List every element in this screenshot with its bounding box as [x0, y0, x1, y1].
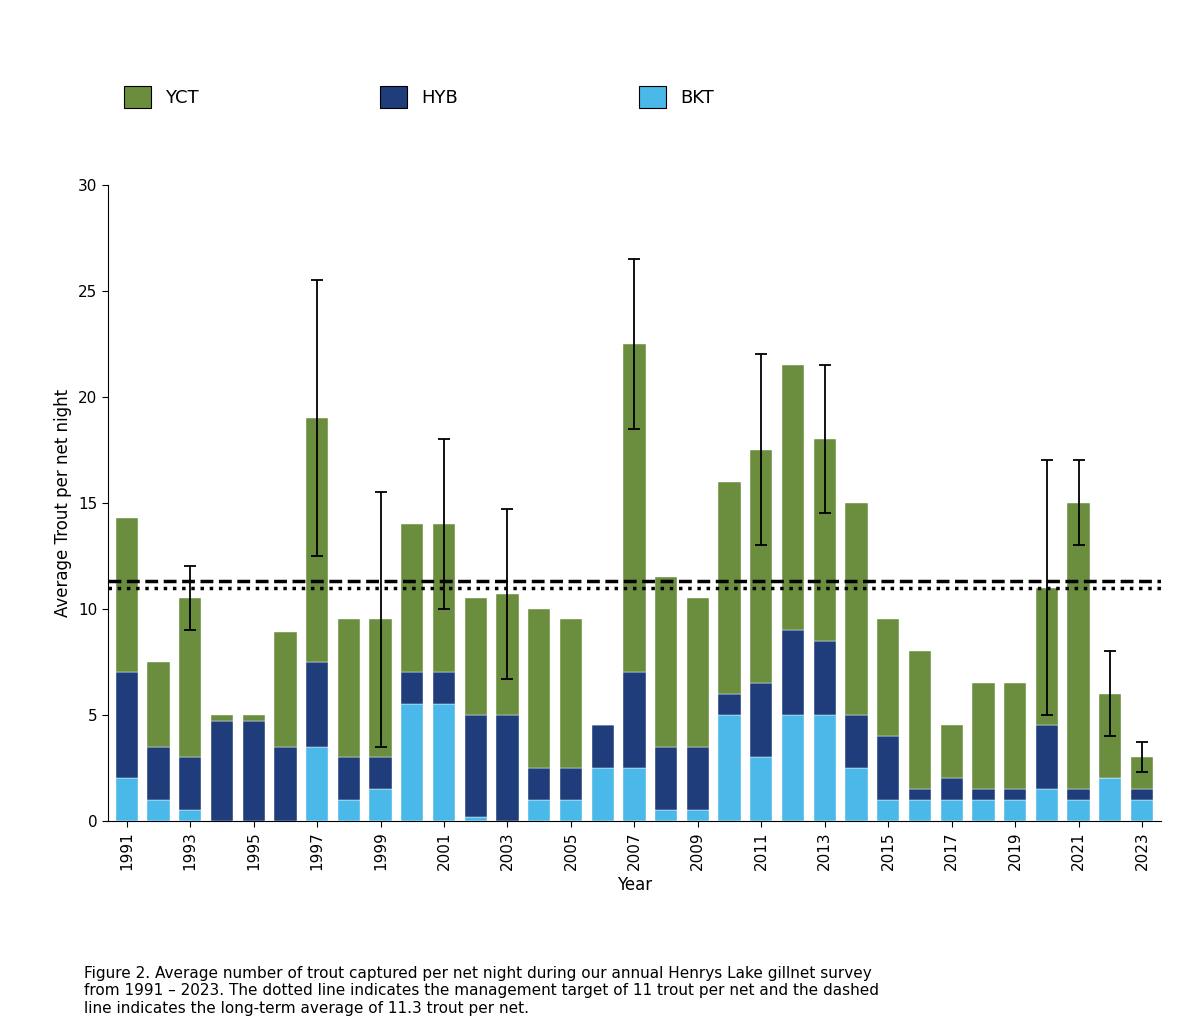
Bar	[464, 817, 487, 821]
Bar	[655, 747, 678, 811]
Bar	[497, 715, 518, 821]
Bar	[370, 789, 391, 821]
Bar	[1131, 789, 1153, 799]
Bar	[401, 672, 424, 704]
Bar	[1068, 789, 1089, 799]
Bar	[274, 747, 297, 821]
Bar	[560, 767, 582, 799]
Bar	[941, 799, 962, 821]
Bar	[845, 715, 868, 767]
Bar	[243, 721, 265, 821]
Bar	[560, 799, 582, 821]
Bar	[655, 577, 678, 747]
Bar	[370, 620, 391, 757]
Bar	[464, 598, 487, 715]
Bar	[1035, 588, 1058, 725]
Bar	[655, 811, 678, 821]
Bar	[814, 715, 836, 821]
Bar	[211, 721, 233, 821]
Bar	[624, 344, 645, 672]
Bar	[338, 799, 360, 821]
Bar	[941, 725, 962, 779]
Bar	[972, 799, 995, 821]
Bar	[116, 517, 138, 672]
Bar	[401, 524, 424, 672]
Bar	[306, 418, 328, 662]
Bar	[180, 811, 201, 821]
Bar	[147, 662, 170, 747]
Bar	[528, 799, 551, 821]
Bar	[464, 715, 487, 817]
X-axis label: Year: Year	[616, 875, 652, 894]
Bar	[560, 620, 582, 767]
Bar	[401, 704, 424, 821]
Legend: YCT, HYB, BKT: YCT, HYB, BKT	[117, 79, 721, 116]
Bar	[972, 683, 995, 789]
Bar	[718, 481, 741, 694]
Bar	[909, 799, 931, 821]
Bar	[116, 779, 138, 821]
Bar	[845, 503, 868, 715]
Bar	[1099, 779, 1122, 821]
Bar	[909, 789, 931, 799]
Bar	[1004, 799, 1026, 821]
Bar	[624, 672, 645, 767]
Text: Figure 2. Average number of trout captured per net night during our annual Henry: Figure 2. Average number of trout captur…	[84, 965, 879, 1016]
Bar	[909, 652, 931, 789]
Bar	[116, 672, 138, 779]
Bar	[1131, 799, 1153, 821]
Bar	[687, 747, 709, 811]
Bar	[1068, 799, 1089, 821]
Bar	[180, 598, 201, 757]
Bar	[687, 811, 709, 821]
Bar	[211, 715, 233, 721]
Bar	[243, 715, 265, 721]
Bar	[591, 725, 614, 767]
Bar	[972, 789, 995, 799]
Bar	[433, 704, 455, 821]
Bar	[1035, 789, 1058, 821]
Bar	[306, 662, 328, 747]
Bar	[782, 715, 804, 821]
Bar	[306, 747, 328, 821]
Bar	[1004, 683, 1026, 789]
Bar	[941, 779, 962, 799]
Bar	[718, 715, 741, 821]
Bar	[497, 594, 518, 715]
Bar	[274, 632, 297, 747]
Bar	[845, 767, 868, 821]
Bar	[751, 683, 772, 757]
Bar	[180, 757, 201, 811]
Bar	[591, 767, 614, 821]
Bar	[338, 620, 360, 757]
Bar	[147, 799, 170, 821]
Bar	[147, 747, 170, 799]
Bar	[338, 757, 360, 799]
Bar	[751, 449, 772, 683]
Bar	[1068, 503, 1089, 789]
Y-axis label: Average Trout per net night: Average Trout per net night	[54, 389, 72, 617]
Bar	[370, 757, 391, 789]
Bar	[814, 439, 836, 640]
Bar	[1035, 725, 1058, 789]
Bar	[814, 640, 836, 715]
Bar	[877, 736, 899, 799]
Bar	[687, 598, 709, 747]
Bar	[877, 620, 899, 736]
Bar	[433, 524, 455, 672]
Bar	[877, 799, 899, 821]
Bar	[782, 630, 804, 715]
Bar	[718, 694, 741, 715]
Bar	[751, 757, 772, 821]
Bar	[528, 767, 551, 799]
Bar	[1004, 789, 1026, 799]
Bar	[782, 365, 804, 630]
Bar	[433, 672, 455, 704]
Bar	[624, 767, 645, 821]
Bar	[1131, 757, 1153, 789]
Bar	[528, 608, 551, 767]
Bar	[1099, 694, 1122, 779]
